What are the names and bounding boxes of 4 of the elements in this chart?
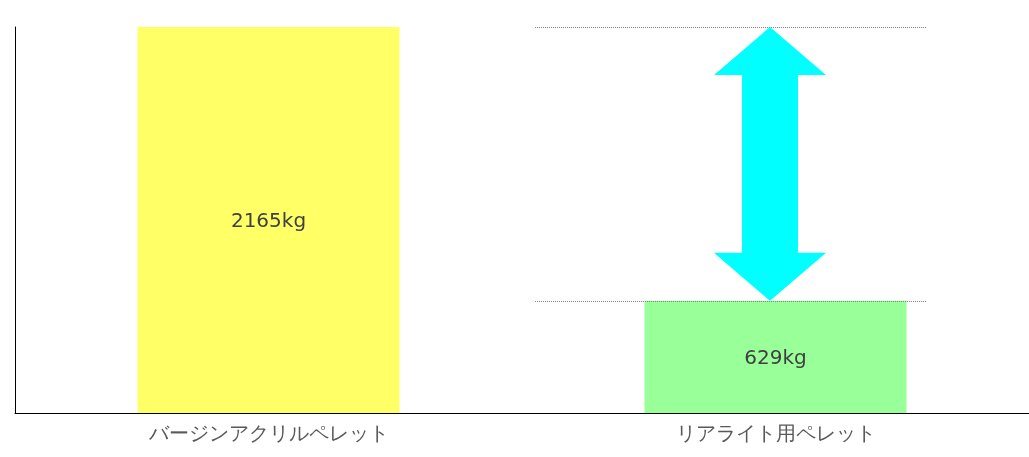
- data-label: 629kg: [744, 344, 807, 369]
- x-tick-label: リアライト用ペレット: [675, 421, 876, 445]
- x-tick-label: バージンアクリルペレット: [147, 421, 389, 445]
- data-label: 2165kg: [230, 208, 307, 232]
